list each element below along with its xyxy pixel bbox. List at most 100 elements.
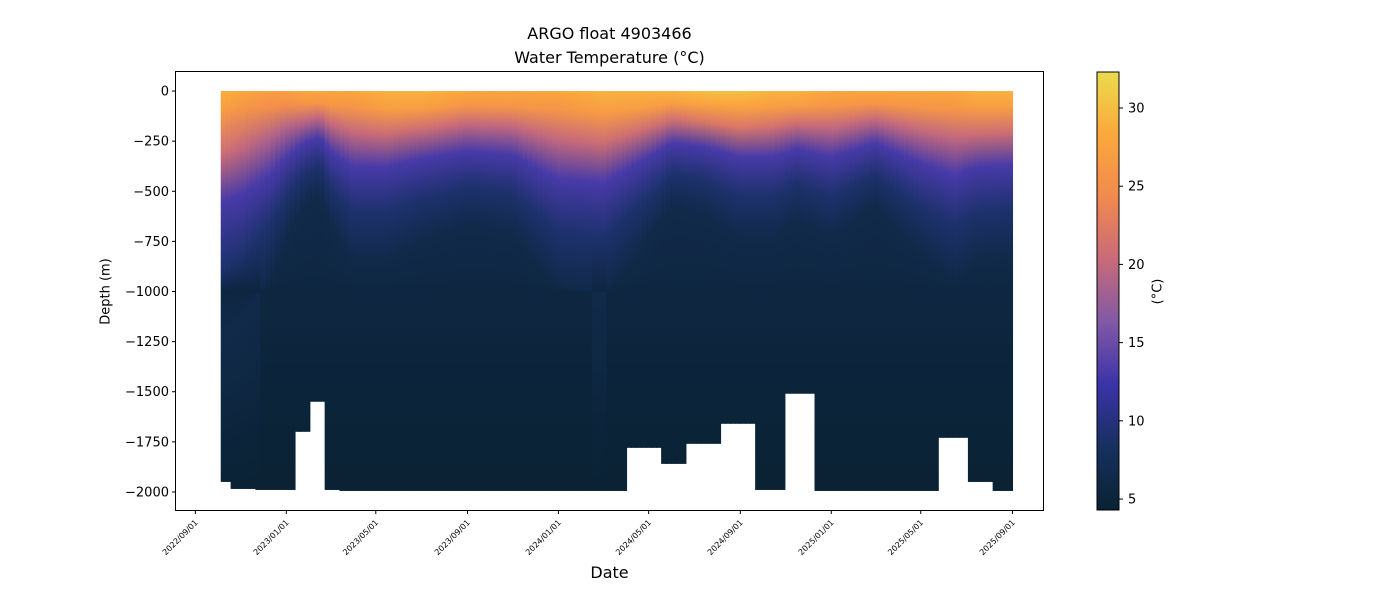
profile-column — [507, 91, 514, 491]
profile-column — [492, 91, 499, 491]
profile-column — [542, 91, 548, 491]
profile-column — [913, 91, 920, 491]
profile-column — [898, 91, 905, 491]
y-axis-label: Depth (m) — [98, 258, 114, 325]
profile-column — [532, 91, 539, 491]
profile-column — [829, 91, 835, 491]
profile-column — [512, 91, 519, 491]
profile-column — [611, 91, 618, 491]
colorbar-tick-label: 30 — [1128, 101, 1145, 116]
profile-column — [398, 91, 405, 491]
profile-column — [453, 91, 459, 491]
profile-column — [626, 91, 633, 448]
profile-column — [953, 91, 959, 438]
y-tick-label: −1750 — [125, 435, 169, 450]
profile-column — [903, 91, 910, 491]
profile-column — [220, 91, 227, 482]
profile-column — [834, 91, 840, 491]
x-tick-label: 2024/05/01 — [614, 518, 653, 557]
profile-column — [403, 91, 410, 491]
profile-column — [740, 91, 746, 424]
y-tick-label: 0 — [161, 85, 169, 100]
profile-column — [715, 91, 722, 444]
profile-column — [547, 91, 553, 491]
profile-column — [572, 91, 578, 491]
profile-column — [374, 91, 380, 491]
profile-column — [844, 91, 850, 491]
profile-column — [987, 91, 994, 482]
profile-column — [478, 91, 484, 491]
profile-column — [769, 91, 776, 490]
profile-column — [735, 91, 741, 424]
profile-column — [883, 91, 890, 491]
y-tick-label: −2000 — [125, 485, 169, 500]
profile-column — [250, 91, 256, 489]
profile-column — [1002, 91, 1009, 491]
profile-column — [849, 91, 855, 491]
profile-column — [680, 91, 687, 464]
profile-column — [958, 91, 964, 438]
x-tick-label: 2023/05/01 — [341, 518, 380, 557]
profile-column — [384, 91, 390, 491]
profile-column — [290, 91, 296, 490]
colorbar-tick-label: 25 — [1128, 180, 1145, 195]
profile-column — [225, 91, 232, 482]
profile-column — [522, 91, 529, 491]
profile-column — [245, 91, 252, 489]
profile-column — [819, 91, 826, 491]
profile-column — [448, 91, 454, 491]
profile-column — [839, 91, 845, 491]
profile-column — [255, 91, 261, 490]
profile-column — [651, 91, 657, 448]
profile-column — [962, 91, 969, 438]
profile-column — [324, 91, 331, 490]
x-tick-label: 2023/01/01 — [252, 518, 291, 557]
profile-column — [943, 91, 949, 438]
profile-column — [636, 91, 642, 448]
profile-column — [275, 91, 281, 490]
profile-column — [977, 91, 984, 482]
profile-column — [774, 91, 781, 490]
profile-column — [557, 91, 563, 491]
profile-column — [661, 91, 667, 464]
x-tick-label: 2025/09/01 — [978, 518, 1017, 557]
profile-column — [779, 91, 786, 490]
profile-column — [304, 91, 311, 432]
x-tick-label: 2023/09/01 — [433, 518, 472, 557]
profile-column — [438, 91, 444, 491]
colorbar-tick-label: 15 — [1128, 336, 1145, 351]
profile-column — [873, 91, 880, 491]
profile-column — [938, 91, 944, 438]
profile-column — [294, 91, 301, 432]
profile-column — [473, 91, 479, 491]
profile-column — [270, 91, 276, 490]
profile-column — [809, 91, 816, 394]
x-tick-label: 2022/09/01 — [161, 518, 200, 557]
x-tick-label: 2024/09/01 — [706, 518, 745, 557]
x-tick-label: 2025/01/01 — [797, 518, 836, 557]
profile-column — [334, 91, 341, 490]
profile-column — [908, 91, 915, 491]
profile-column — [468, 91, 474, 491]
profile-column — [285, 91, 291, 490]
profile-column — [359, 91, 365, 491]
profile-column — [463, 91, 469, 491]
profile-column — [928, 91, 934, 491]
profile-column — [695, 91, 702, 444]
profile-column — [784, 91, 791, 394]
profile-column — [329, 91, 336, 490]
y-tick-label: −500 — [133, 185, 169, 200]
profile-column — [705, 91, 712, 444]
y-tick-label: −1500 — [125, 385, 169, 400]
profile-column — [413, 91, 420, 491]
profile-column — [992, 91, 999, 491]
profile-column — [349, 91, 355, 491]
profile-column — [517, 91, 524, 491]
profile-column — [601, 91, 608, 491]
profile-column — [933, 91, 939, 491]
profile-column — [789, 91, 796, 394]
y-tick-label: −1250 — [125, 335, 169, 350]
profile-column — [760, 91, 766, 490]
profile-column — [824, 91, 830, 491]
y-tick-label: −250 — [133, 135, 169, 150]
